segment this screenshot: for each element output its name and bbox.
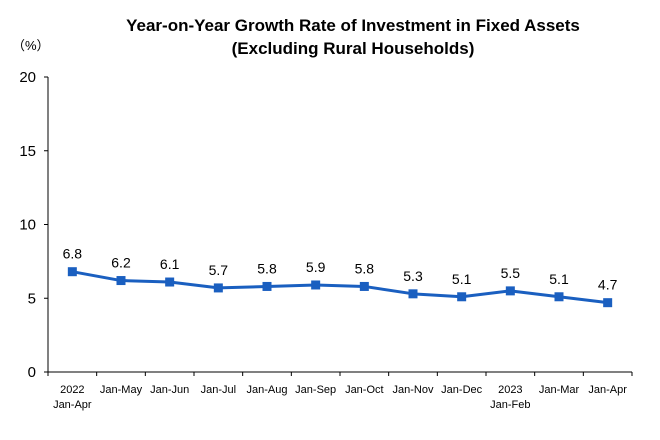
x-tick-label: Jan-Sep: [295, 384, 336, 396]
data-point-marker: [116, 276, 126, 286]
data-point-marker: [505, 286, 515, 296]
data-point-marker: [603, 298, 613, 308]
data-label: 6.8: [63, 246, 83, 262]
y-tick-label: 20: [19, 69, 36, 86]
data-label: 4.7: [598, 277, 618, 293]
y-tick-label: 0: [28, 364, 36, 381]
y-tick-label: 5: [28, 290, 36, 307]
x-tick-label: Jan-Jun: [150, 384, 189, 396]
data-label: 5.5: [501, 265, 521, 281]
x-tick-label: Jan-Dec: [441, 384, 482, 396]
data-point-marker: [457, 292, 467, 302]
y-ticks: 0 5 10 15 20: [19, 69, 48, 381]
data-label: 5.8: [355, 260, 375, 276]
series-line: [72, 270, 608, 305]
data-point-marker: [67, 267, 77, 277]
data-label: 6.2: [111, 255, 131, 271]
data-point-marker: [408, 289, 418, 299]
x-tick-label: Jan-Oct: [345, 384, 384, 396]
data-point-marker: [213, 283, 223, 293]
y-unit-label: （%）: [12, 38, 50, 53]
data-label: 5.8: [257, 260, 277, 276]
data-point-marker: [359, 281, 369, 291]
data-point-marker: [554, 292, 564, 302]
data-point-marker: [165, 277, 175, 287]
chart-title-line1: Year-on-Year Growth Rate of Investment i…: [126, 16, 580, 35]
data-point-marker: [311, 280, 321, 290]
x-tick-label: 2022 Jan-Apr: [53, 384, 92, 411]
x-ticks: 2022 Jan-Apr Jan-May Jan-Jun Jan-Jul Jan-Aug J…: [47, 372, 633, 411]
x-tick-label: Jan-Jul: [201, 384, 236, 396]
data-label: 5.9: [306, 259, 326, 275]
data-label: 5.7: [209, 262, 229, 278]
data-point-marker: [262, 281, 272, 291]
chart-title-line2: (Excluding Rural Households): [232, 39, 475, 58]
x-tick-label: Jan-Mar: [539, 384, 580, 396]
data-label: 5.1: [452, 271, 472, 287]
x-tick-label: Jan-Aug: [247, 384, 288, 396]
x-tick-label: Jan-May: [100, 384, 143, 396]
data-label: 6.1: [160, 256, 180, 272]
y-tick-label: 10: [19, 217, 36, 234]
x-tick-label: Jan-Apr: [588, 384, 627, 396]
series-layer: 6.8 6.2 6.1 5.7 5.8 5.9 5.8 5.3 5.1 5.5 5.1 4.7: [63, 246, 618, 308]
data-label: 5.1: [549, 271, 569, 287]
data-label: 5.3: [403, 268, 423, 284]
x-tick-label: 2023 Jan-Feb: [490, 384, 530, 411]
y-tick-label: 15: [19, 143, 36, 160]
x-tick-label: Jan-Nov: [393, 384, 434, 396]
